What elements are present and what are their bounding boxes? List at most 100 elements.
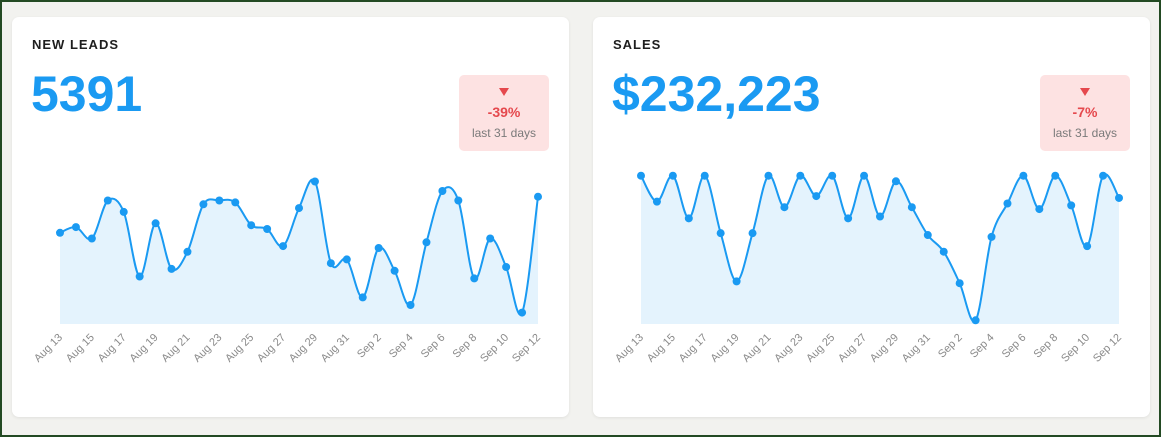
new-leads-card: NEW LEADS 5391 -39% last 31 days Aug 13 A…: [12, 17, 569, 417]
x-tick-label: Sep 4: [968, 332, 997, 361]
data-point: [923, 231, 932, 240]
data-point: [422, 238, 431, 247]
x-tick-label: Sep 10: [478, 332, 511, 365]
data-point: [955, 279, 964, 288]
data-point: [1099, 171, 1108, 180]
data-point: [796, 171, 805, 180]
x-tick-label: Sep 8: [1032, 332, 1061, 361]
x-tick-label: Sep 10: [1059, 332, 1092, 365]
data-point: [167, 264, 176, 273]
x-tick-label: Aug 13: [613, 332, 646, 365]
data-point: [358, 293, 367, 302]
data-point: [390, 266, 399, 275]
data-point: [518, 308, 527, 317]
data-point: [828, 171, 837, 180]
x-tick-label: Aug 23: [772, 332, 805, 365]
data-point: [876, 212, 884, 221]
x-tick-label: Sep 2: [355, 332, 384, 361]
x-tick-label: Aug 25: [223, 332, 256, 365]
x-tick-label: Sep 12: [1091, 332, 1124, 365]
data-point: [470, 274, 479, 283]
data-point: [119, 207, 128, 216]
data-point: [374, 244, 383, 252]
data-point: [406, 301, 415, 309]
data-point: [295, 204, 303, 213]
change-badge: -39% last 31 days: [459, 75, 549, 151]
data-point: [891, 177, 900, 186]
data-point: [279, 242, 288, 251]
x-tick-label: Aug 31: [319, 332, 352, 365]
x-tick-label: Sep 12: [510, 332, 543, 365]
card-title: SALES: [613, 37, 662, 52]
data-point: [438, 187, 447, 195]
data-point: [652, 197, 661, 206]
data-point: [199, 200, 208, 209]
x-tick-label: Aug 17: [677, 332, 710, 365]
data-point: [310, 177, 319, 186]
change-period: last 31 days: [471, 126, 537, 140]
data-point: [151, 219, 160, 228]
data-point: [700, 171, 709, 180]
data-point: [1051, 171, 1060, 180]
data-point: [486, 234, 495, 243]
x-tick-label: Aug 21: [159, 332, 192, 365]
data-point: [987, 232, 996, 241]
data-point: [1035, 205, 1044, 214]
data-point: [1019, 171, 1028, 180]
x-tick-label: Sep 6: [419, 332, 448, 361]
change-badge: -7% last 31 days: [1040, 75, 1130, 151]
new-leads-value: 5391: [31, 66, 143, 122]
triangle-down-icon: [1080, 88, 1090, 96]
x-tick-label: Aug 19: [709, 332, 742, 365]
x-tick-label: Sep 8: [451, 332, 480, 361]
x-tick-label: Aug 29: [868, 332, 901, 365]
x-tick-label: Aug 27: [255, 332, 288, 365]
data-point: [263, 225, 272, 233]
x-tick-label: Aug 31: [900, 332, 933, 365]
data-point: [939, 247, 948, 256]
change-period: last 31 days: [1052, 126, 1118, 140]
change-percent: -39%: [487, 104, 521, 120]
x-tick-label: Sep 2: [936, 332, 965, 361]
x-tick-label: Aug 27: [836, 332, 869, 365]
change-percent: -7%: [1072, 104, 1098, 120]
x-tick-label: Aug 17: [96, 332, 129, 365]
data-point: [135, 272, 144, 281]
triangle-down-icon: [499, 88, 509, 96]
x-tick-label: Aug 15: [64, 332, 97, 365]
card-title: NEW LEADS: [32, 37, 119, 52]
data-point: [907, 203, 916, 212]
x-tick-label: Aug 29: [287, 332, 320, 365]
data-point: [215, 196, 224, 205]
data-point: [534, 192, 542, 201]
data-point: [71, 223, 80, 232]
data-point: [183, 247, 192, 256]
data-point: [103, 196, 112, 205]
data-point: [56, 228, 64, 237]
x-tick-label: Aug 15: [645, 332, 678, 365]
data-point: [668, 171, 677, 180]
data-point: [764, 171, 773, 180]
x-tick-label: Aug 23: [191, 332, 224, 365]
data-point: [732, 277, 741, 286]
series-area: [60, 179, 538, 324]
data-point: [87, 234, 96, 243]
sales-card: SALES $232,223 -7% last 31 days Aug 13 Au…: [593, 17, 1150, 417]
data-point: [971, 316, 980, 325]
series-area: [641, 174, 1119, 324]
x-tick-label: Aug 13: [32, 332, 65, 365]
data-point: [637, 171, 645, 180]
data-point: [716, 229, 725, 238]
data-point: [1083, 242, 1092, 251]
data-point: [1115, 193, 1123, 202]
x-tick-label: Sep 4: [387, 332, 416, 361]
sales-value: $232,223: [612, 66, 821, 122]
data-point: [1003, 199, 1012, 208]
x-tick-label: Aug 19: [128, 332, 161, 365]
x-tick-label: Aug 25: [804, 332, 837, 365]
data-point: [1067, 201, 1076, 210]
data-point: [231, 198, 240, 207]
data-point: [502, 263, 511, 271]
